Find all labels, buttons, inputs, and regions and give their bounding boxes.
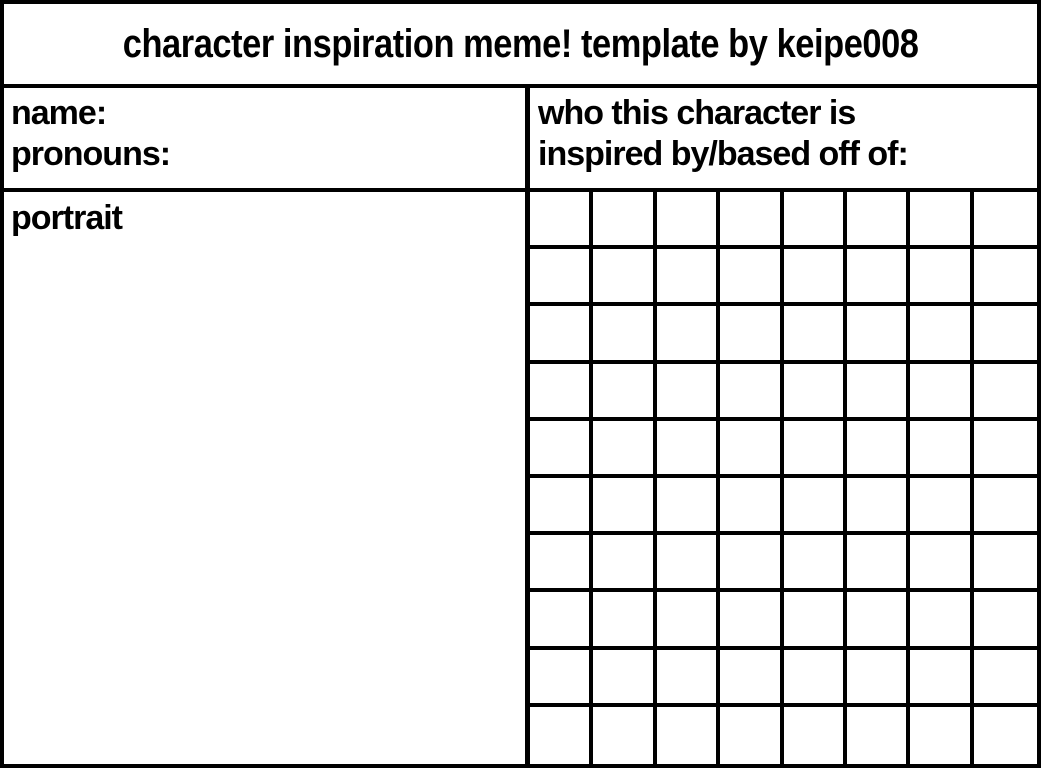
inspiration-grid-cell[interactable] [910,192,974,250]
inspiration-grid-cell[interactable] [656,306,721,364]
inspiration-grid-cell[interactable] [720,249,784,307]
inspiration-grid-cell[interactable] [530,363,594,421]
inspiration-header-line1: who this character is [538,94,856,132]
inspiration-grid-cell[interactable] [720,306,784,364]
inspiration-grid-cell[interactable] [593,363,657,421]
portrait-label: portrait [11,199,123,237]
pronouns-label: pronouns: [11,135,171,173]
inspiration-grid-cell[interactable] [593,420,657,478]
inspiration-grid-cell[interactable] [530,306,594,364]
inspiration-grid-cell[interactable] [973,649,1037,707]
inspiration-grid-cell[interactable] [656,420,721,478]
inspiration-grid-cell[interactable] [593,478,657,536]
inspiration-grid-cell[interactable] [846,192,911,250]
inspiration-grid-cell[interactable] [783,306,847,364]
inspiration-grid-cell[interactable] [910,592,974,650]
inspiration-grid-cell[interactable] [910,420,974,478]
inspiration-grid-cell[interactable] [783,192,847,250]
inspiration-grid-cell[interactable] [973,249,1037,307]
inspiration-grid-cell[interactable] [656,706,721,764]
inspiration-header: who this character is inspired by/based … [530,88,1037,188]
inspiration-grid-cell[interactable] [973,363,1037,421]
inspiration-grid-cell[interactable] [720,363,784,421]
inspiration-grid-cell[interactable] [656,649,721,707]
inspiration-grid-cell[interactable] [530,649,594,707]
inspiration-grid-cell[interactable] [530,478,594,536]
inspiration-grid-cell[interactable] [656,592,721,650]
inspiration-grid-cell[interactable] [530,592,594,650]
inspiration-grid-cell[interactable] [720,192,784,250]
inspiration-grid-cell[interactable] [973,706,1037,764]
meme-title: character inspiration meme! template by … [122,21,919,66]
inspiration-grid-cell[interactable] [783,420,847,478]
inspiration-grid-cell[interactable] [783,249,847,307]
inspiration-grid-cell[interactable] [656,363,721,421]
inspiration-grid-cell[interactable] [846,706,911,764]
title-bar: character inspiration meme! template by … [4,4,1037,88]
inspiration-grid-cell[interactable] [656,535,721,593]
inspiration-grid-cell[interactable] [910,706,974,764]
inspiration-grid-cell[interactable] [846,592,911,650]
inspiration-grid-cell[interactable] [973,420,1037,478]
inspiration-grid-cell[interactable] [846,249,911,307]
inspiration-grid-cell[interactable] [973,192,1037,250]
inspiration-grid-cell[interactable] [910,363,974,421]
inspiration-grid-cell[interactable] [656,192,721,250]
inspiration-grid-cell[interactable] [910,478,974,536]
inspiration-grid-cell[interactable] [593,249,657,307]
inspiration-grid-cell[interactable] [973,478,1037,536]
inspiration-grid-cell[interactable] [846,306,911,364]
inspiration-grid-cell[interactable] [720,478,784,536]
inspiration-grid-cell[interactable] [530,420,594,478]
inspiration-grid-cell[interactable] [783,478,847,536]
inspiration-grid-cell[interactable] [846,535,911,593]
inspiration-grid-cell[interactable] [783,706,847,764]
inspiration-grid-cell[interactable] [530,535,594,593]
inspiration-grid-cell[interactable] [973,592,1037,650]
inspiration-grid-cell[interactable] [593,592,657,650]
inspiration-grid-cell[interactable] [530,249,594,307]
inspiration-grid-cell[interactable] [846,478,911,536]
inspiration-grid-cell[interactable] [530,706,594,764]
inspiration-grid-cell[interactable] [973,535,1037,593]
inspiration-grid-cell[interactable] [593,306,657,364]
inspiration-grid-cell[interactable] [783,535,847,593]
inspiration-grid-cell[interactable] [720,535,784,593]
name-label: name: [11,94,107,132]
inspiration-grid-cell[interactable] [846,420,911,478]
inspiration-grid-cell[interactable] [593,649,657,707]
inspiration-grid-cell[interactable] [720,420,784,478]
inspiration-grid-cell[interactable] [846,649,911,707]
inspiration-grid-cell[interactable] [910,249,974,307]
inspiration-grid-cell[interactable] [720,592,784,650]
inspiration-grid-cell[interactable] [656,478,721,536]
inspiration-grid-cell[interactable] [656,249,721,307]
inspiration-grid-cell[interactable] [783,592,847,650]
content-row: portrait [4,192,1037,764]
inspiration-grid-cell[interactable] [846,363,911,421]
inspiration-grid-cell[interactable] [720,649,784,707]
inspiration-grid-cell[interactable] [720,706,784,764]
inspiration-grid-cell[interactable] [593,706,657,764]
inspiration-grid-cell[interactable] [783,363,847,421]
inspiration-grid [530,192,1037,764]
inspiration-grid-cell[interactable] [593,535,657,593]
portrait-cell[interactable]: portrait [4,192,530,764]
inspiration-grid-cell[interactable] [910,306,974,364]
inspiration-grid-cell[interactable] [973,306,1037,364]
header-row: name: pronouns: who this character is in… [4,88,1037,192]
inspiration-grid-cell[interactable] [530,192,594,250]
inspiration-grid-cell[interactable] [910,535,974,593]
inspiration-header-line2: inspired by/based off of: [538,135,909,173]
inspiration-grid-cell[interactable] [910,649,974,707]
inspiration-grid-cell[interactable] [593,192,657,250]
name-pronouns-cell[interactable]: name: pronouns: [4,88,530,188]
inspiration-grid-cell[interactable] [783,649,847,707]
